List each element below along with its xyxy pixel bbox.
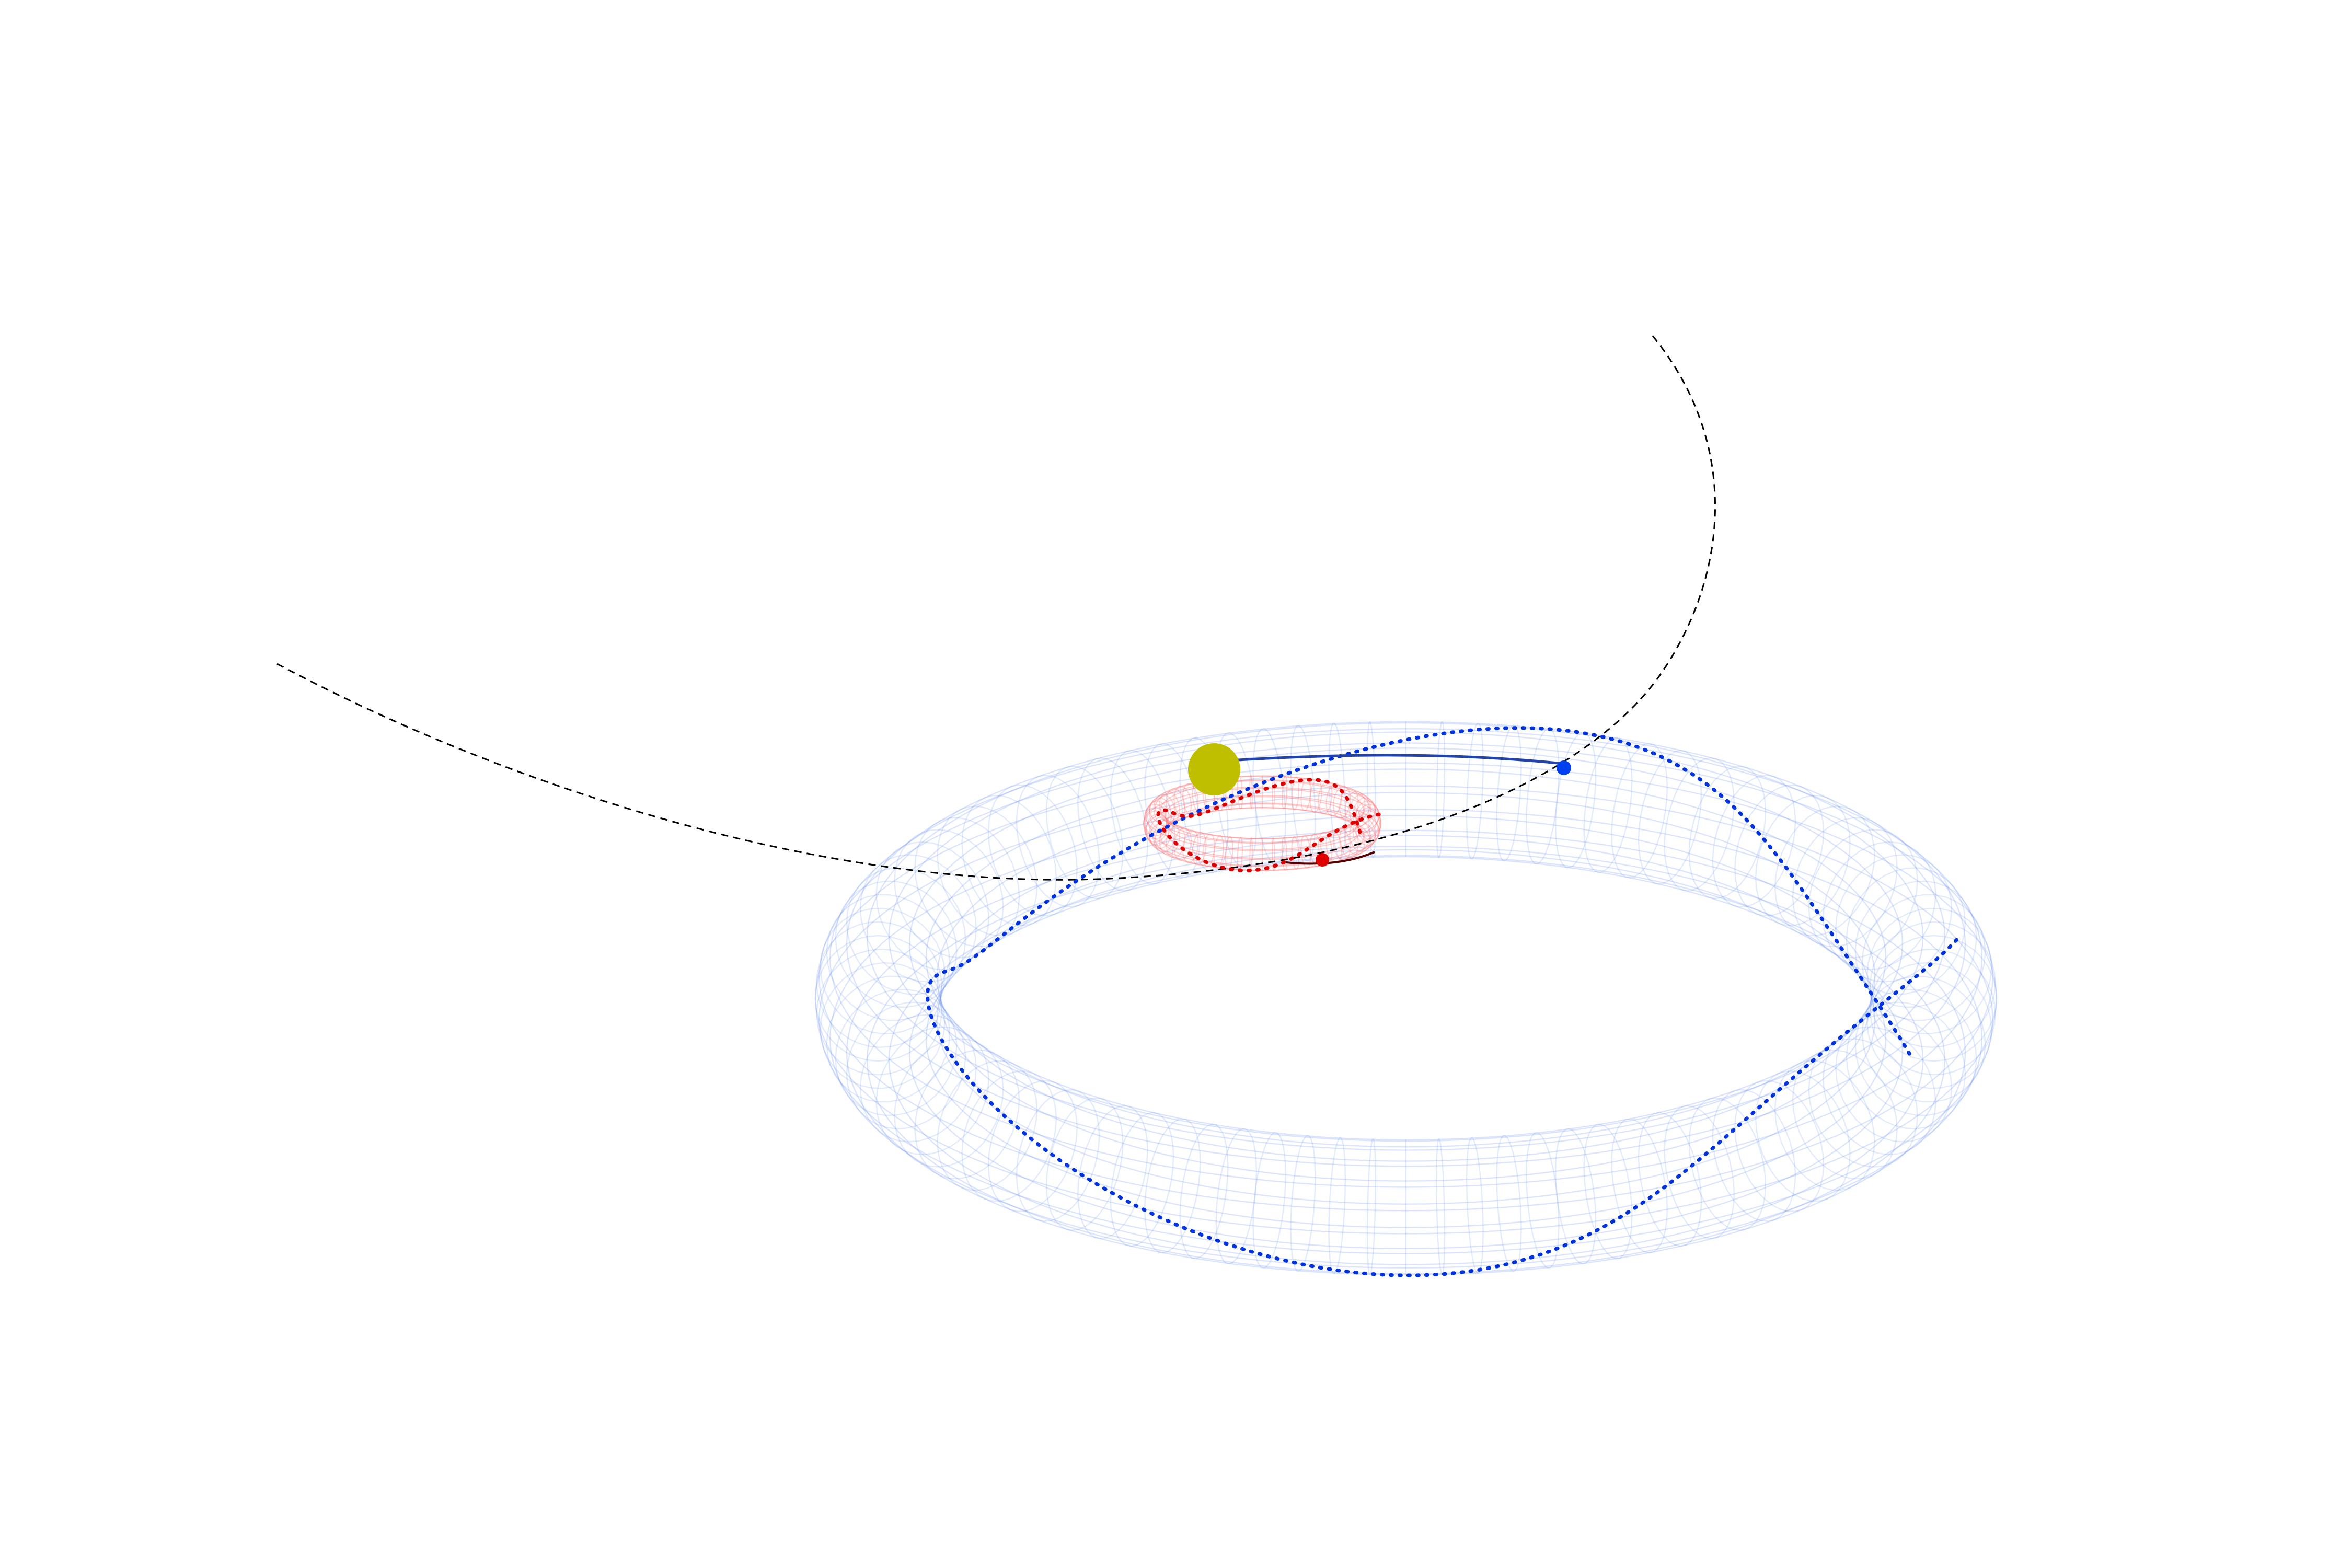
outer-body-marker <box>1557 760 1571 775</box>
inner-body-marker <box>1316 853 1329 867</box>
central-body <box>1188 743 1240 795</box>
